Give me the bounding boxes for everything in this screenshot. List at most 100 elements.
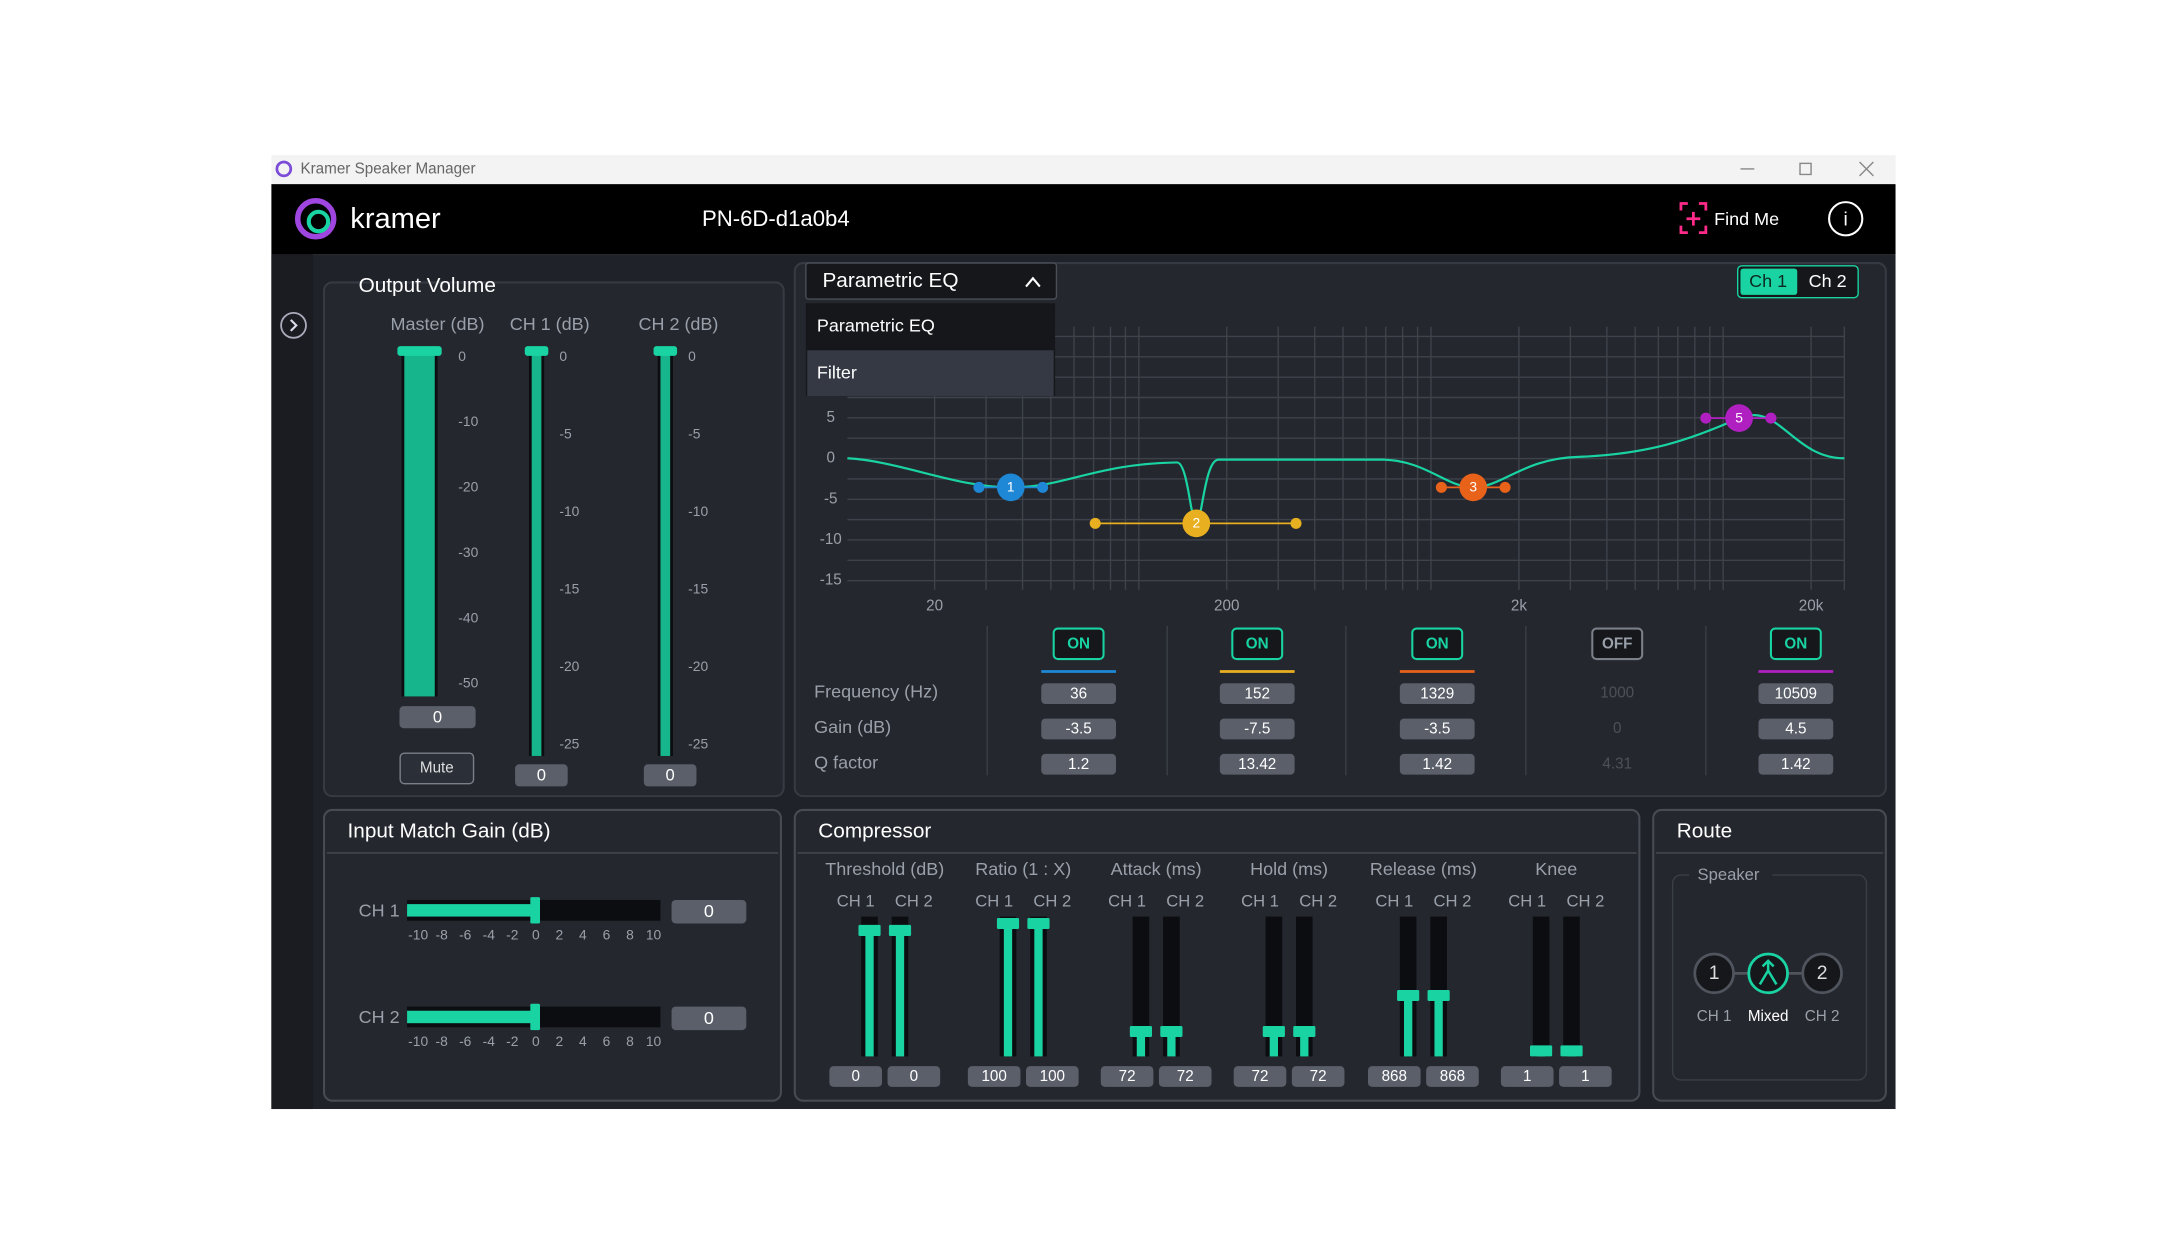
dropdown-option-bg[interactable] <box>807 304 1054 349</box>
restore[interactable] <box>1799 162 1812 176</box>
band-toggle[interactable] <box>1052 627 1105 661</box>
compressor-thumb[interactable] <box>1560 1045 1583 1057</box>
gain-fill <box>407 1010 535 1024</box>
scale-label: 6 <box>603 927 611 943</box>
band-value-box[interactable] <box>1399 683 1475 705</box>
mute-button[interactable] <box>399 752 475 785</box>
band-marker[interactable] <box>996 473 1025 502</box>
band-value-box[interactable] <box>1219 683 1295 705</box>
mute-label: Mute <box>420 759 454 776</box>
mode-dropdown[interactable] <box>805 262 1058 300</box>
compressor-thumb[interactable] <box>1262 1025 1285 1038</box>
band-value-box[interactable] <box>1041 683 1116 705</box>
compressor-thumb[interactable] <box>1129 1025 1152 1038</box>
volume-thumb[interactable] <box>653 346 678 356</box>
compressor-thumb[interactable] <box>1397 989 1420 1002</box>
band-value: 10509 <box>1775 685 1817 702</box>
scale-label: 4 <box>579 927 587 943</box>
compressor-value-box[interactable] <box>1026 1066 1079 1087</box>
volume-value-box[interactable] <box>643 764 697 787</box>
find-me-icon[interactable] <box>1679 202 1708 234</box>
compressor-value-box[interactable] <box>887 1066 941 1087</box>
band-value-box[interactable] <box>1758 718 1834 740</box>
band-handle[interactable] <box>1700 412 1712 424</box>
compressor-value-box[interactable] <box>829 1066 882 1087</box>
band-handle[interactable] <box>1037 481 1049 493</box>
compressor-track <box>1265 916 1283 1057</box>
route-option[interactable] <box>1747 952 1789 995</box>
volume-thumb[interactable] <box>397 346 442 356</box>
compressor-value-box[interactable] <box>1100 1066 1154 1087</box>
compressor-thumb[interactable] <box>1293 1025 1316 1038</box>
volume-thumb[interactable] <box>524 346 549 356</box>
route-option[interactable] <box>1801 952 1843 995</box>
band-value: -7.5 <box>1244 721 1270 738</box>
scale-label: -8 <box>436 1033 449 1049</box>
compressor-value: 1 <box>1523 1068 1531 1085</box>
band-toggle[interactable] <box>1591 627 1644 661</box>
gain-thumb[interactable] <box>530 897 540 924</box>
find-me: Find Me <box>1714 209 1779 229</box>
volume-value-box[interactable] <box>515 764 568 787</box>
compressor-value-box[interactable] <box>1233 1066 1287 1087</box>
band-value-box[interactable] <box>1758 753 1834 775</box>
compressor-value-box[interactable] <box>1559 1066 1612 1087</box>
channel-label: CH 2 <box>1033 891 1071 910</box>
compressor-value-box[interactable] <box>1291 1066 1345 1087</box>
channel-label: CH 2 (dB) <box>638 314 718 334</box>
compressor-value: 868 <box>1440 1068 1465 1085</box>
band-value-box[interactable] <box>1219 718 1295 740</box>
band-value-box[interactable] <box>1219 753 1295 775</box>
band-marker[interactable] <box>1182 509 1211 538</box>
band-marker[interactable] <box>1725 404 1753 432</box>
compressor-value-box[interactable] <box>1426 1066 1479 1087</box>
volume-value-box[interactable] <box>399 706 476 729</box>
scale-label: -4 <box>483 927 496 943</box>
gain-value-box[interactable] <box>671 1006 747 1031</box>
band-handle[interactable] <box>973 481 985 493</box>
scale-label: 10 <box>646 1033 662 1049</box>
band-toggle[interactable] <box>1411 627 1464 661</box>
close[interactable] <box>1859 161 1874 177</box>
band-handle[interactable] <box>1499 481 1511 493</box>
gain-thumb[interactable] <box>530 1003 540 1031</box>
compressor-thumb[interactable] <box>1530 1045 1553 1057</box>
info-button[interactable] <box>1828 201 1864 237</box>
band-handle[interactable] <box>1089 517 1101 529</box>
route-option[interactable] <box>1693 952 1735 995</box>
band-value-box[interactable] <box>1758 683 1834 705</box>
scale-label: -40 <box>458 609 478 625</box>
compressor-value-box[interactable] <box>967 1066 1021 1087</box>
compressor-value: 72 <box>1310 1068 1327 1085</box>
compressor-thumb[interactable] <box>1427 989 1450 1002</box>
parameter-label: Threshold (dB) <box>825 859 944 879</box>
band-value-box[interactable] <box>1041 753 1116 775</box>
compressor-thumb[interactable] <box>996 917 1020 930</box>
row-label: Frequency (Hz) <box>814 682 938 702</box>
scale-label: 10 <box>646 927 662 943</box>
compressor-value-box[interactable] <box>1368 1066 1421 1087</box>
compressor-thumb[interactable] <box>1160 1025 1183 1038</box>
scale-label: -2 <box>506 1033 518 1049</box>
band-value-box[interactable] <box>1399 718 1475 740</box>
band-handle[interactable] <box>1290 517 1302 529</box>
dropdown-option-bg[interactable] <box>807 350 1054 396</box>
compressor-thumb[interactable] <box>858 924 881 936</box>
compressor-value-box[interactable] <box>1500 1066 1554 1087</box>
channel-tab-active[interactable] <box>1740 268 1798 295</box>
compressor-value-box[interactable] <box>1158 1066 1212 1087</box>
gain-value-box[interactable] <box>671 899 747 924</box>
expand-button[interactable] <box>280 312 307 339</box>
compressor-thumb[interactable] <box>1027 917 1050 930</box>
band-value-box[interactable] <box>1041 718 1116 740</box>
band-handle[interactable] <box>1435 481 1447 493</box>
band-value-box[interactable] <box>1399 753 1475 775</box>
band-toggle[interactable] <box>1769 627 1822 661</box>
band-toggle[interactable] <box>1231 627 1284 661</box>
band-value-disabled: 0 <box>1613 720 1621 737</box>
volume-level <box>660 350 671 756</box>
band-handle[interactable] <box>1765 412 1777 424</box>
compressor-thumb[interactable] <box>888 924 912 936</box>
band-marker[interactable] <box>1459 473 1488 502</box>
